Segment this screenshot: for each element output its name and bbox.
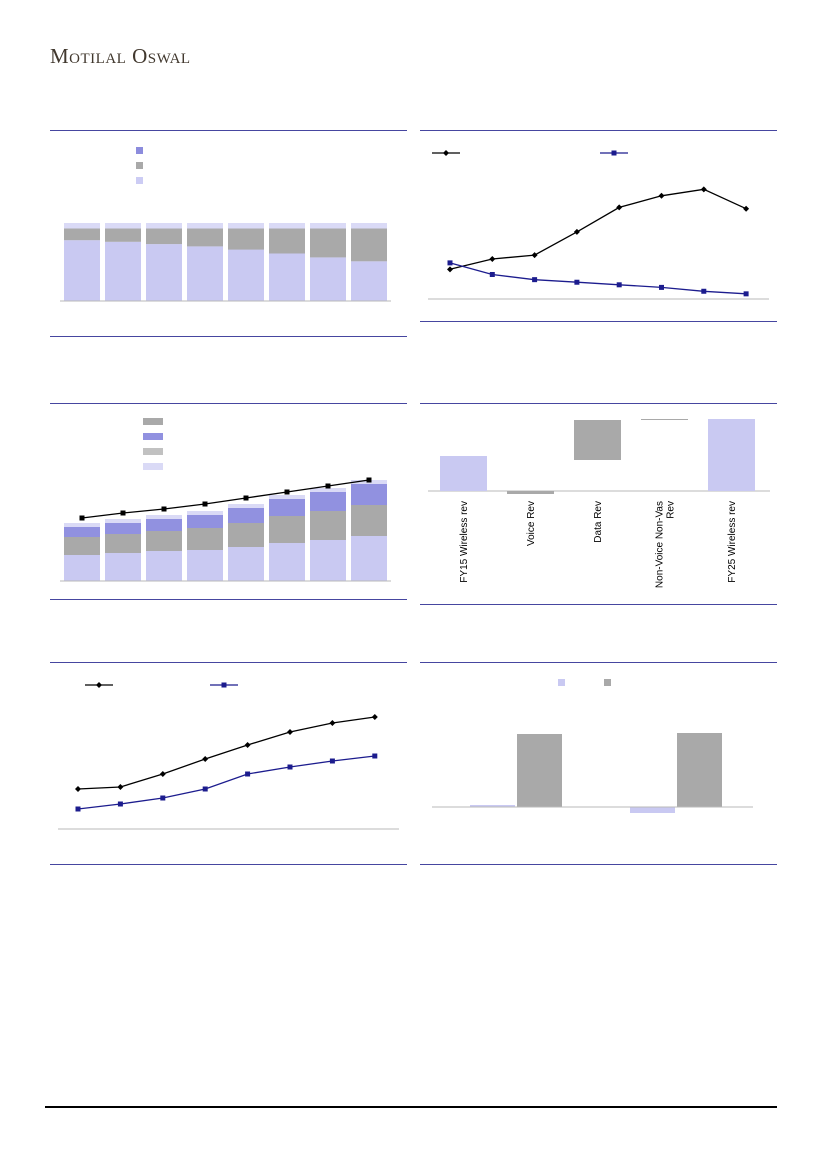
footer-rule bbox=[45, 1106, 777, 1108]
stacked-bar-chart bbox=[60, 147, 391, 302]
svg-text:Voice Rev: Voice Rev bbox=[526, 501, 537, 546]
svg-text:Rev: Rev bbox=[666, 501, 677, 519]
chart-panel-bottom-right bbox=[420, 662, 777, 865]
chart-panel-top-right bbox=[420, 130, 777, 322]
stacked-bar-line-chart bbox=[60, 418, 391, 582]
chart-panel-bottom-left bbox=[50, 662, 407, 865]
svg-text:FY25 Wireless rev: FY25 Wireless rev bbox=[727, 501, 738, 583]
chart-panel-middle-right: FY15 Wireless rev Voice Rev Data Rev Non-Vo… bbox=[420, 403, 777, 605]
svg-text:Non-Voice Non-Vas: Non-Voice Non-Vas bbox=[655, 501, 666, 588]
svg-text:Data Rev: Data Rev bbox=[593, 501, 604, 543]
grouped-bar-chart bbox=[432, 679, 753, 813]
chart-panel-top-left bbox=[50, 130, 407, 337]
waterfall-chart: FY15 Wireless rev Voice Rev Data Rev Non-Vo… bbox=[428, 419, 770, 588]
chart-panel-middle-left bbox=[50, 403, 407, 600]
brand-logo: Motilal Oswal bbox=[50, 44, 191, 68]
rising-lines-chart bbox=[58, 682, 399, 830]
crossing-lines-chart bbox=[428, 150, 769, 300]
svg-text:FY15 Wireless rev: FY15 Wireless rev bbox=[459, 501, 470, 583]
